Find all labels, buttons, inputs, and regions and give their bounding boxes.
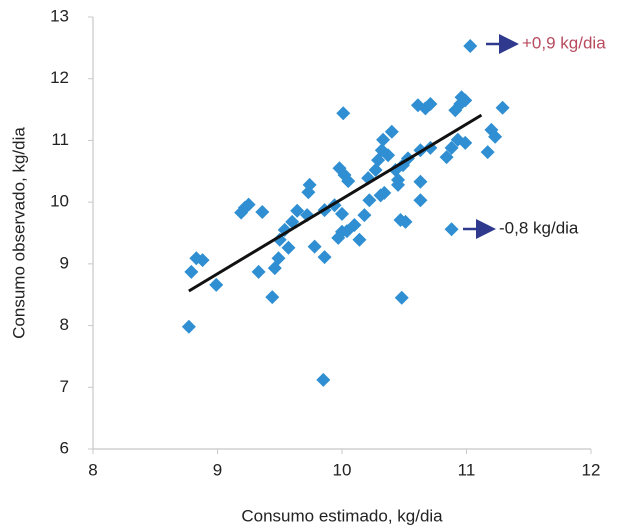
- point: [347, 217, 362, 232]
- point: [394, 290, 409, 305]
- point: [463, 39, 478, 54]
- point: [336, 106, 351, 121]
- y-tick-label: 12: [50, 68, 69, 87]
- x-tick-label: 11: [458, 460, 476, 479]
- point: [335, 206, 349, 221]
- point: [281, 240, 296, 255]
- point: [277, 222, 292, 237]
- point: [255, 205, 270, 220]
- x-tick-label: 9: [213, 460, 222, 479]
- point: [368, 163, 383, 178]
- point: [495, 100, 510, 115]
- point: [184, 264, 199, 279]
- point: [271, 251, 286, 266]
- point: [302, 177, 317, 192]
- annotation: +0,9 kg/dia: [522, 33, 606, 52]
- point: [384, 124, 399, 139]
- point: [317, 250, 332, 265]
- trendline: [188, 113, 483, 293]
- point: [251, 264, 266, 279]
- point: [265, 290, 280, 305]
- point: [307, 239, 322, 254]
- point: [413, 174, 428, 189]
- y-tick-label: 13: [50, 6, 69, 25]
- y-tick-label: 8: [60, 315, 69, 334]
- point: [195, 253, 210, 268]
- point: [362, 193, 377, 208]
- point: [181, 319, 196, 334]
- point: [209, 277, 224, 292]
- point: [357, 208, 372, 223]
- point: [391, 177, 406, 192]
- point: [352, 232, 367, 247]
- point: [376, 132, 391, 147]
- x-tick-label: 8: [88, 460, 97, 479]
- point: [444, 222, 459, 237]
- point: [484, 122, 499, 137]
- point: [398, 214, 413, 229]
- point: [316, 372, 331, 387]
- point: [373, 188, 388, 203]
- point: [413, 193, 428, 208]
- point: [444, 140, 459, 155]
- y-tick-label: 7: [60, 377, 69, 396]
- y-tick-label: 10: [50, 192, 69, 211]
- point: [381, 148, 396, 163]
- y-tick-label: 6: [60, 438, 69, 457]
- x-tick-label: 10: [333, 460, 352, 479]
- point: [290, 203, 305, 218]
- y-axis-title: Consumo observado, kg/dia: [9, 127, 28, 339]
- point: [341, 174, 356, 189]
- point: [272, 232, 287, 247]
- x-axis-title: Consumo estimado, kg/dia: [241, 506, 443, 525]
- annotation: -0,8 kg/dia: [499, 218, 579, 237]
- x-tick-label: 12: [582, 460, 601, 479]
- point: [453, 97, 468, 112]
- point: [423, 97, 438, 112]
- point: [241, 197, 256, 212]
- point: [458, 135, 473, 150]
- y-tick-label: 11: [51, 130, 69, 149]
- point: [439, 150, 454, 165]
- y-tick-label: 9: [60, 253, 69, 272]
- point: [480, 145, 495, 160]
